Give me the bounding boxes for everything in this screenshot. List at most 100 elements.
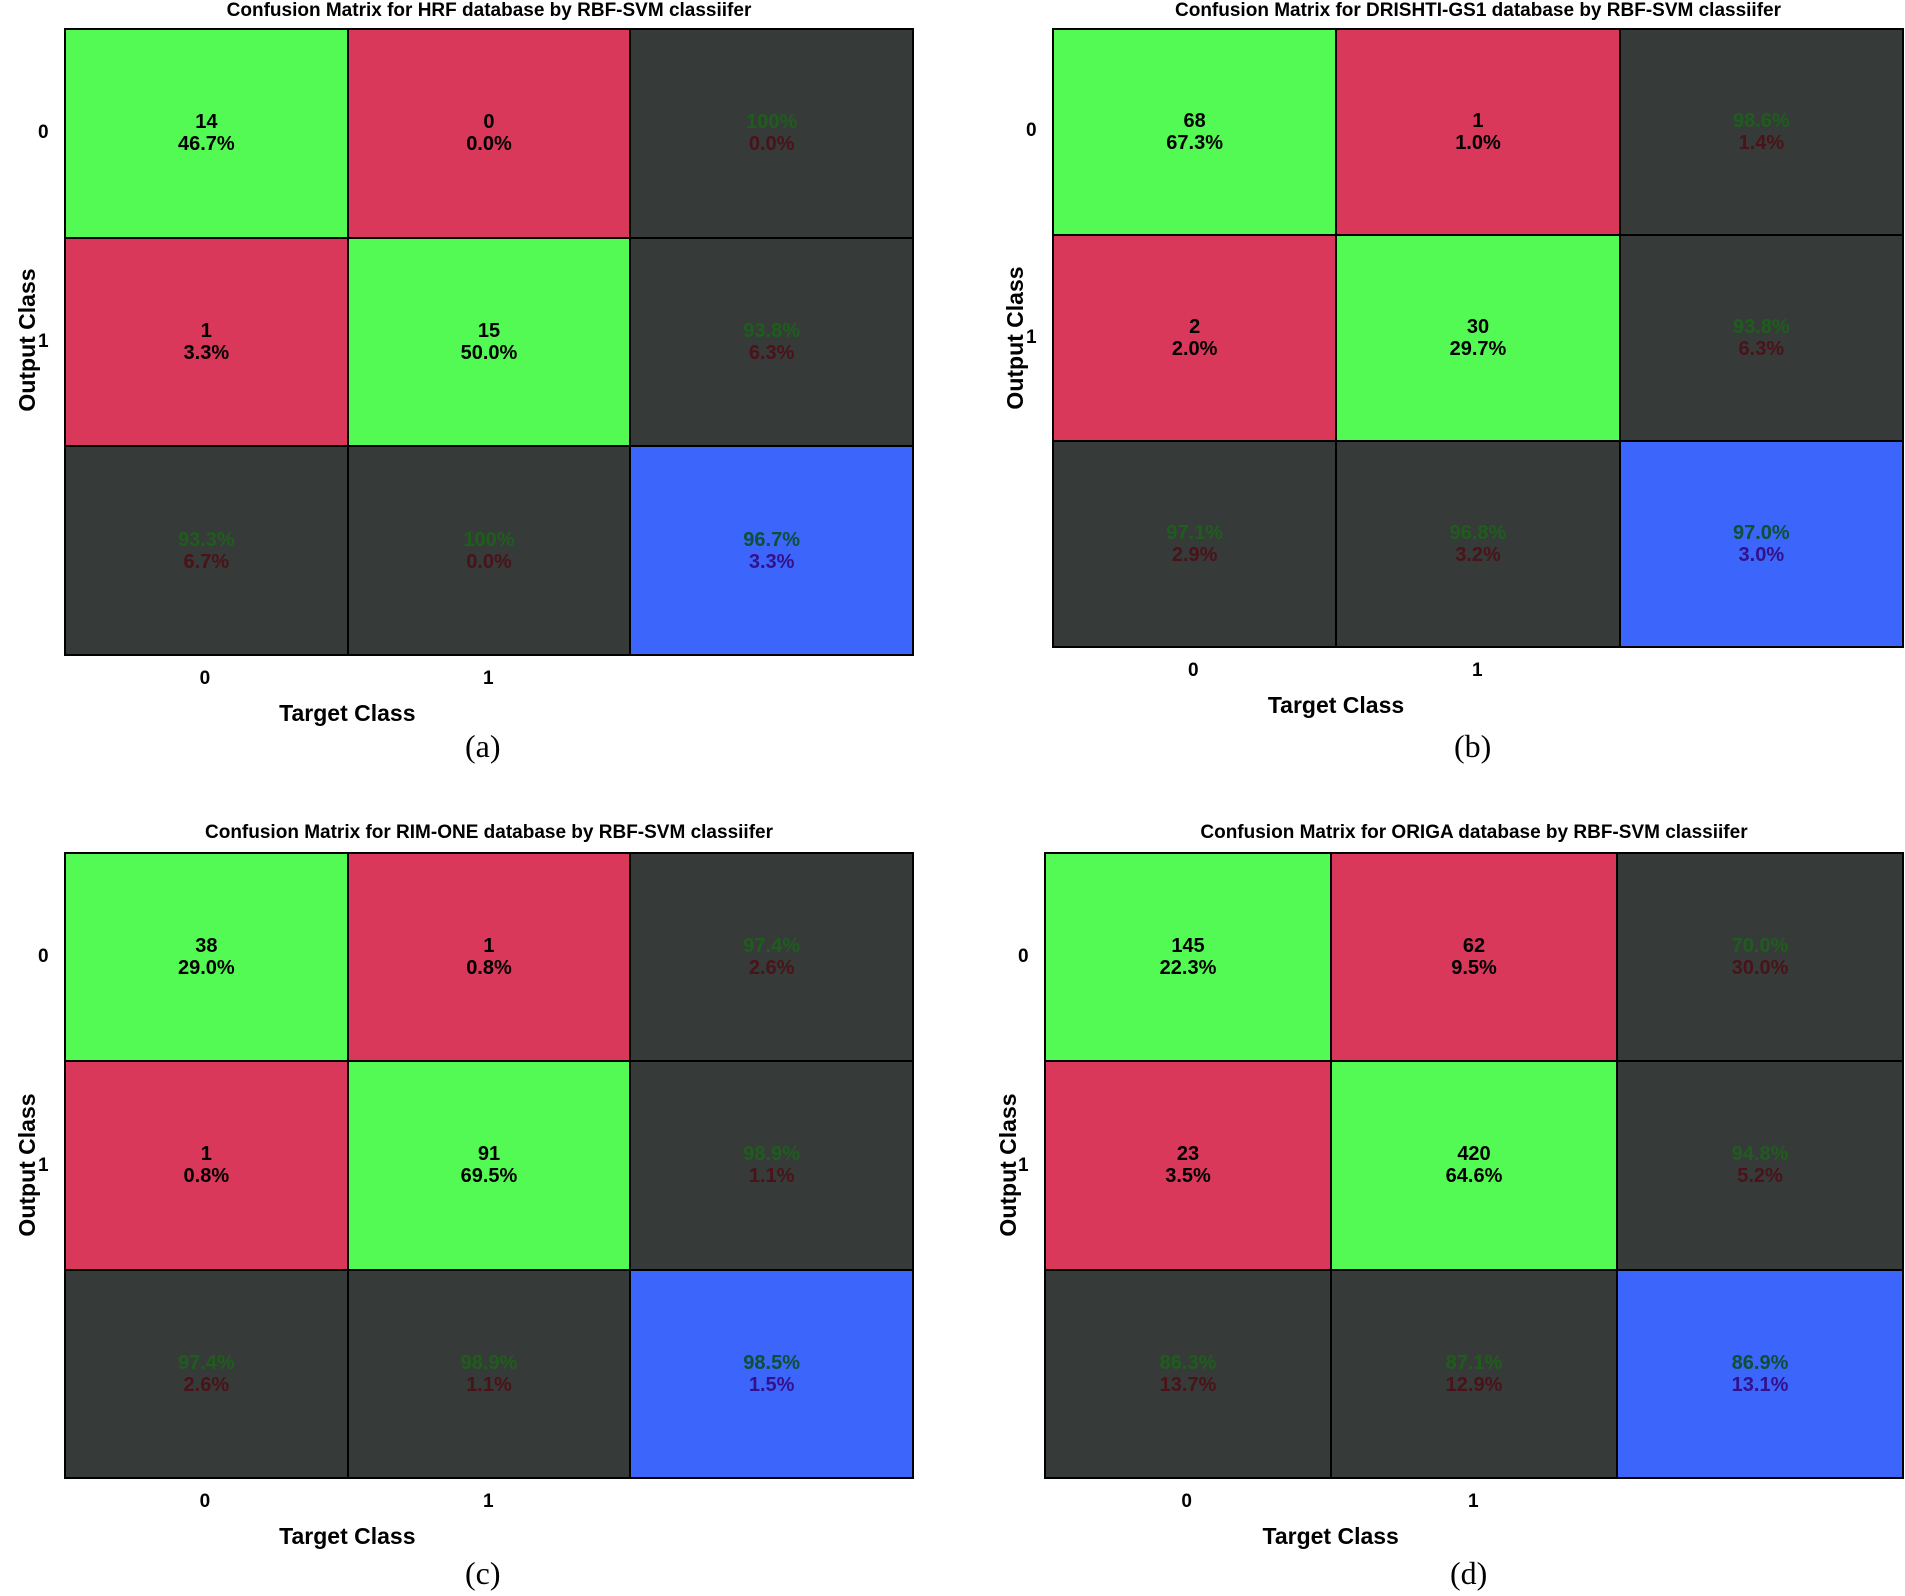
cell-value-top: 14 (195, 111, 218, 134)
cell-value-bottom: 46.7% (177, 133, 235, 156)
cell-value-bottom: 3.2% (1455, 544, 1501, 566)
matrix-cell: 100% 0.0% (631, 30, 912, 237)
matrix-cell: 23 3.5% (1046, 1062, 1330, 1269)
cell-value-top: 93.8% (1732, 316, 1790, 338)
cell-value-bottom: 0.8% (466, 957, 512, 980)
matrix-cell: 98.9% 1.1% (631, 1062, 912, 1269)
cell-value-top: 91 (477, 1143, 501, 1166)
x-tick-label: 0 (199, 668, 211, 689)
cell-value-top: 15 (477, 319, 501, 342)
matrix-cell: 1 1.0% (1337, 30, 1619, 234)
y-tick-label: 0 (1018, 945, 1029, 967)
cell-value-bottom: 1.0% (1455, 132, 1501, 154)
cell-value-bottom: 0.0% (466, 550, 512, 573)
x-tick-label: 1 (1468, 1491, 1479, 1512)
cell-value-top: 0 (483, 111, 495, 134)
figure-caption: (b) (1454, 728, 1492, 764)
cell-value-top: 100% (746, 111, 798, 134)
matrix-cell: 70.0% 30.0% (1618, 854, 1902, 1061)
matrix-cell: 1 3.3% (66, 238, 347, 446)
y-tick-label: 1 (38, 331, 49, 352)
y-tick-label: 1 (1026, 327, 1037, 348)
cell-value-top: 93.3% (177, 528, 235, 551)
cell-value-top: 97.4% (743, 935, 801, 958)
cell-value-bottom: 67.3% (1166, 132, 1224, 154)
cell-value-bottom: 12.9% (1445, 1373, 1503, 1396)
chart-title: Confusion Matrix for ORIGA database by R… (1200, 822, 1748, 843)
cell-value-top: 62 (1462, 935, 1486, 958)
x-axis-label: Target Class (279, 700, 416, 726)
y-tick-label: 0 (38, 121, 49, 143)
matrix-cell: 98.5% 1.5% (631, 1270, 912, 1477)
matrix-cell: 97.4% 2.6% (631, 854, 912, 1061)
cell-value-bottom: 2.0% (1171, 338, 1218, 360)
x-tick-label: 0 (1188, 660, 1199, 681)
cell-value-bottom: 3.0% (1738, 544, 1785, 566)
matrix-cell: 97.4% 2.6% (66, 1270, 347, 1477)
cell-value-bottom: 3.3% (748, 550, 795, 573)
matrix-cell: 93.8% 6.3% (631, 238, 912, 446)
cell-value-bottom: 50.0% (460, 341, 518, 364)
matrix-cell: 86.9% 13.1% (1618, 1270, 1902, 1477)
cell-value-bottom: 29.7% (1449, 338, 1507, 360)
cell-value-bottom: 29.0% (177, 957, 235, 980)
matrix-cell: 93.3% 6.7% (66, 447, 347, 654)
cell-value-top: 420 (1457, 1143, 1491, 1166)
cell-value-bottom: 6.3% (1738, 338, 1785, 360)
cell-value-bottom: 3.5% (1165, 1165, 1211, 1188)
y-axis-label: Output Class (995, 1093, 1021, 1237)
cell-value-bottom: 1.1% (466, 1373, 512, 1396)
cell-value-top: 1 (1472, 110, 1484, 132)
matrix-cell: 1 0.8% (66, 1062, 347, 1269)
matrix-cell: 1 0.8% (348, 854, 630, 1061)
cell-value-top: 93.8% (743, 319, 801, 342)
matrix-cell: 93.8% 6.3% (1620, 236, 1902, 440)
matrix-cell: 38 29.0% (66, 854, 347, 1061)
matrix-cell: 86.3% 13.7% (1046, 1270, 1330, 1477)
matrix-cell: 2 2.0% (1054, 236, 1336, 440)
cell-value-bottom: 2.6% (748, 957, 795, 980)
cell-value-bottom: 0.0% (748, 133, 795, 156)
cell-value-bottom: 1.1% (748, 1165, 795, 1188)
matrix-cell: 98.6% 1.4% (1620, 30, 1902, 234)
cell-value-bottom: 30.0% (1731, 957, 1789, 980)
cell-value-top: 97.4% (177, 1351, 235, 1374)
x-axis-label: Target Class (279, 1523, 416, 1549)
y-tick-label: 1 (38, 1154, 49, 1176)
matrix-cell: 420 64.6% (1332, 1062, 1616, 1269)
matrix-cell: 100% 0.0% (348, 447, 630, 654)
confusion-matrix-grid: 68 67.3% 1 1.0% 98.6% 1.4% 2 2.0% 30 29.7% 93.8% 6.… (1052, 28, 1904, 648)
cell-value-bottom: 1.5% (748, 1373, 795, 1396)
cell-value-bottom: 2.6% (183, 1373, 230, 1396)
matrix-cell: 97.1% 2.9% (1054, 442, 1336, 646)
matrix-cell: 30 29.7% (1337, 236, 1619, 440)
cell-value-top: 145 (1171, 935, 1205, 958)
y-tick-label: 0 (38, 945, 49, 967)
y-axis-label: Output Class (14, 268, 40, 412)
cell-value-bottom: 69.5% (460, 1165, 518, 1188)
x-axis-label: Target Class (1262, 1523, 1399, 1549)
cell-value-top: 87.1% (1445, 1351, 1503, 1374)
cell-value-bottom: 22.3% (1159, 957, 1217, 980)
confusion-matrix-grid: 14 46.7% 0 0.0% 100% 0.0% 1 3.3% 15 50.0% 93.8% 6.3… (64, 28, 914, 656)
cell-value-top: 97.0% (1732, 522, 1790, 544)
matrix-cell: 68 67.3% (1054, 30, 1336, 234)
matrix-cell: 0 0.0% (348, 30, 630, 237)
matrix-cell: 87.1% 12.9% (1332, 1270, 1616, 1477)
cell-value-top: 94.8% (1731, 1143, 1789, 1166)
figure-caption: (a) (465, 728, 501, 764)
cell-value-top: 98.9% (460, 1351, 518, 1374)
cell-value-bottom: 9.5% (1451, 957, 1497, 980)
matrix-cell: 62 9.5% (1332, 854, 1616, 1061)
figure-caption: (d) (1450, 1555, 1488, 1591)
matrix-cell: 94.8% 5.2% (1618, 1062, 1902, 1269)
matrix-cell: 97.0% 3.0% (1620, 442, 1902, 646)
x-tick-label: 1 (1472, 660, 1483, 681)
cell-value-top: 98.9% (743, 1143, 801, 1166)
matrix-cell: 14 46.7% (66, 30, 347, 237)
cell-value-top: 86.9% (1731, 1351, 1789, 1374)
chart-title: Confusion Matrix for RIM-ONE database by… (205, 822, 773, 843)
matrix-cell: 145 22.3% (1046, 854, 1330, 1061)
